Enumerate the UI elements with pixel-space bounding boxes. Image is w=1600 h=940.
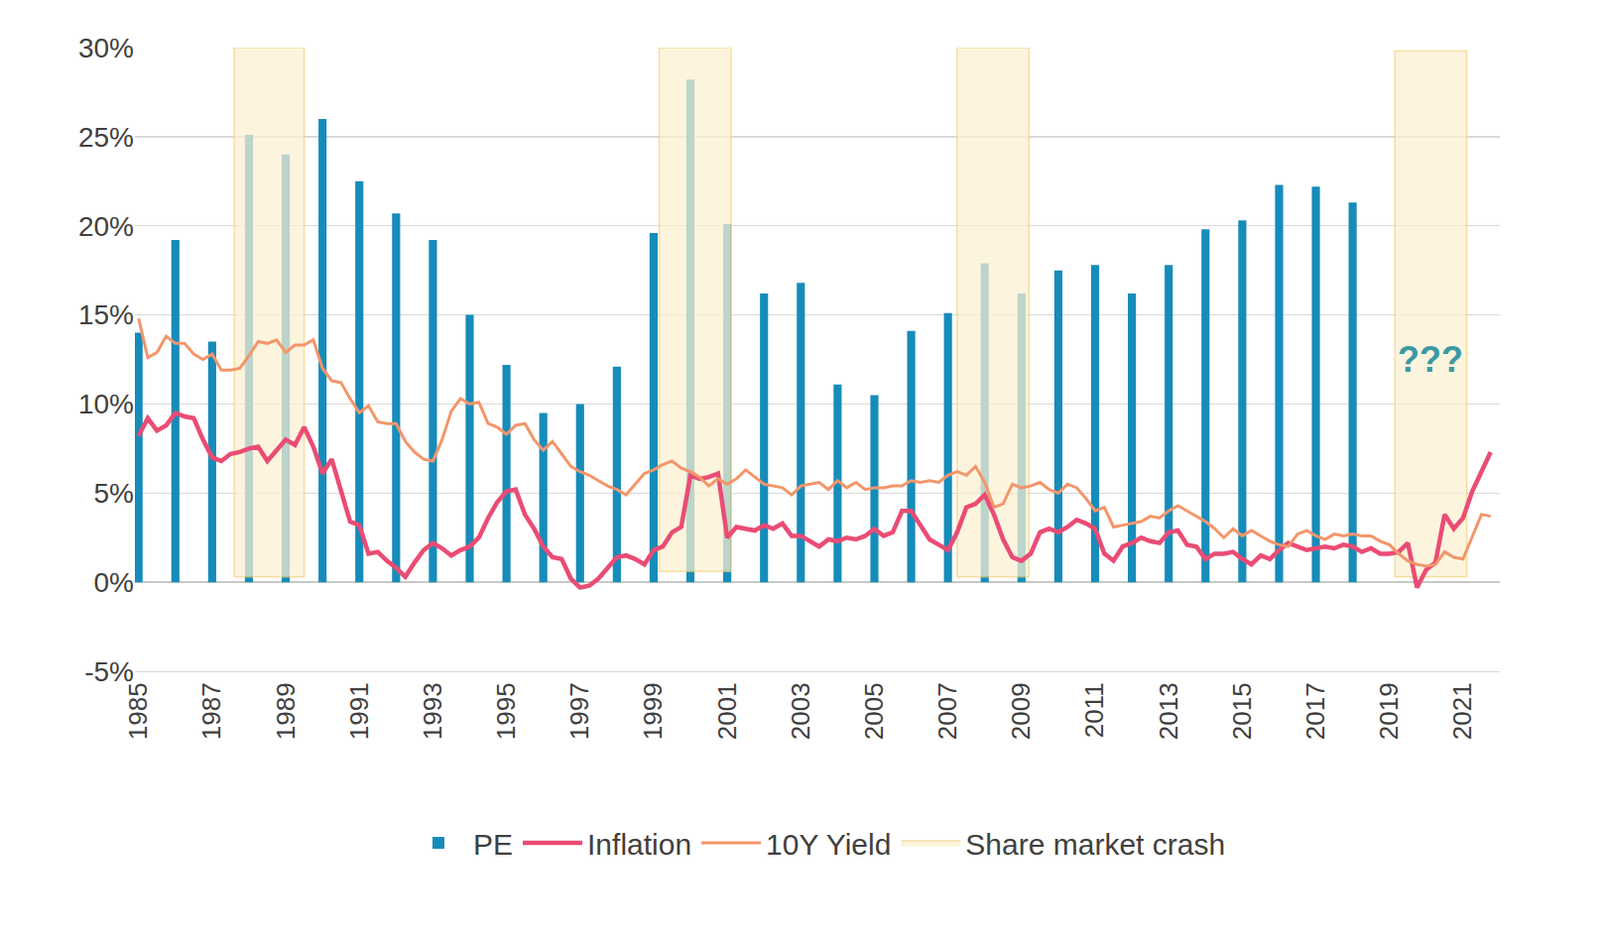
svg-text:1995: 1995 bbox=[491, 682, 521, 740]
svg-text:10%: 10% bbox=[78, 388, 134, 420]
svg-text:1999: 1999 bbox=[637, 682, 668, 740]
svg-text:-5%: -5% bbox=[84, 656, 134, 688]
svg-text:1997: 1997 bbox=[564, 682, 595, 740]
svg-text:20%: 20% bbox=[78, 211, 134, 243]
svg-text:2011: 2011 bbox=[1079, 682, 1109, 739]
svg-text:???: ??? bbox=[1397, 339, 1464, 380]
svg-text:2017: 2017 bbox=[1300, 682, 1331, 740]
svg-text:2009: 2009 bbox=[1005, 682, 1036, 740]
svg-text:PE: PE bbox=[473, 828, 513, 862]
svg-text:2001: 2001 bbox=[712, 682, 742, 740]
svg-text:15%: 15% bbox=[78, 299, 134, 331]
svg-text:1991: 1991 bbox=[344, 682, 374, 740]
svg-text:Inflation: Inflation bbox=[587, 828, 692, 862]
svg-text:Share market crash: Share market crash bbox=[965, 828, 1226, 862]
svg-text:1993: 1993 bbox=[417, 682, 448, 740]
svg-text:2003: 2003 bbox=[785, 682, 816, 740]
svg-text:2021: 2021 bbox=[1447, 682, 1477, 740]
svg-text:5%: 5% bbox=[94, 478, 134, 509]
svg-text:2007: 2007 bbox=[932, 682, 963, 740]
svg-text:2005: 2005 bbox=[859, 682, 889, 740]
svg-text:2019: 2019 bbox=[1373, 682, 1404, 740]
svg-text:1985: 1985 bbox=[123, 682, 153, 740]
svg-text:1987: 1987 bbox=[196, 682, 227, 740]
svg-text:1989: 1989 bbox=[270, 682, 301, 740]
svg-text:2013: 2013 bbox=[1153, 682, 1184, 740]
svg-text:0%: 0% bbox=[94, 567, 134, 599]
svg-text:25%: 25% bbox=[78, 122, 134, 153]
svg-text:30%: 30% bbox=[78, 32, 134, 64]
svg-text:10Y Yield: 10Y Yield bbox=[765, 828, 891, 862]
svg-text:2015: 2015 bbox=[1227, 682, 1257, 740]
